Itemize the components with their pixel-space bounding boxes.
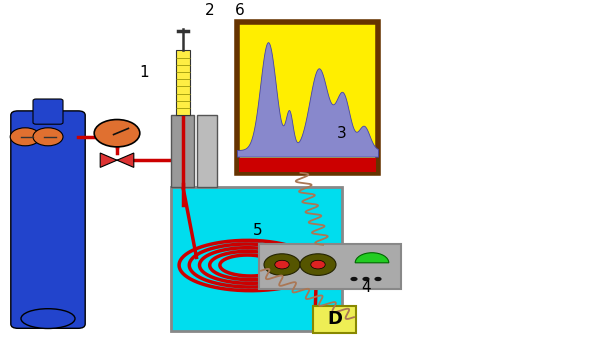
- FancyBboxPatch shape: [259, 244, 401, 289]
- Circle shape: [94, 120, 140, 147]
- Text: 6: 6: [235, 3, 245, 18]
- FancyBboxPatch shape: [237, 22, 378, 173]
- FancyBboxPatch shape: [239, 158, 376, 172]
- FancyBboxPatch shape: [11, 111, 85, 328]
- Ellipse shape: [21, 309, 75, 328]
- FancyBboxPatch shape: [171, 187, 342, 331]
- Circle shape: [275, 260, 289, 269]
- Circle shape: [300, 254, 336, 275]
- FancyBboxPatch shape: [197, 115, 217, 187]
- Text: D: D: [327, 310, 342, 328]
- Text: 4: 4: [361, 280, 371, 296]
- Text: 2: 2: [205, 3, 215, 18]
- Circle shape: [362, 277, 370, 281]
- FancyBboxPatch shape: [33, 99, 63, 124]
- FancyBboxPatch shape: [171, 115, 194, 187]
- Circle shape: [10, 128, 40, 146]
- FancyBboxPatch shape: [176, 50, 190, 115]
- Circle shape: [374, 277, 382, 281]
- Text: 3: 3: [337, 126, 347, 141]
- Text: 5: 5: [253, 223, 263, 238]
- Polygon shape: [100, 153, 134, 167]
- Circle shape: [311, 260, 325, 269]
- Circle shape: [33, 128, 63, 146]
- Wedge shape: [355, 253, 389, 263]
- Text: 1: 1: [139, 64, 149, 80]
- Circle shape: [350, 277, 358, 281]
- FancyBboxPatch shape: [313, 306, 356, 333]
- Circle shape: [264, 254, 300, 275]
